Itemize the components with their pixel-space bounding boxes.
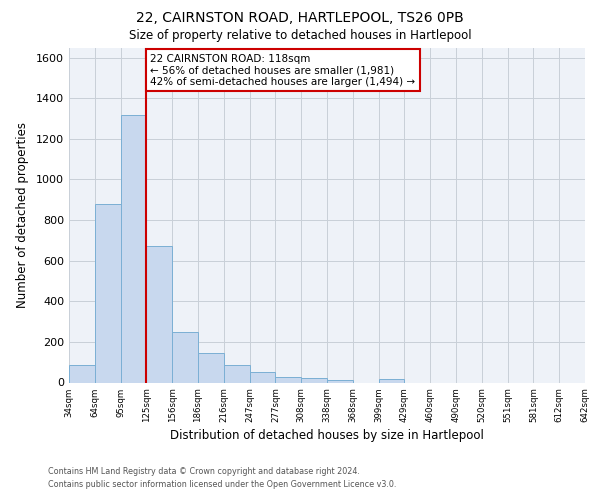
Text: 22 CAIRNSTON ROAD: 118sqm
← 56% of detached houses are smaller (1,981)
42% of se: 22 CAIRNSTON ROAD: 118sqm ← 56% of detac… [150, 54, 415, 87]
Bar [172, 332, 198, 382]
Bar [379, 380, 404, 382]
Text: Size of property relative to detached houses in Hartlepool: Size of property relative to detached ho… [128, 29, 472, 42]
Bar [95, 204, 121, 382]
X-axis label: Distribution of detached houses by size in Hartlepool: Distribution of detached houses by size … [170, 429, 484, 442]
Bar [121, 114, 146, 382]
Text: Contains HM Land Registry data © Crown copyright and database right 2024.
Contai: Contains HM Land Registry data © Crown c… [48, 468, 397, 489]
Y-axis label: Number of detached properties: Number of detached properties [16, 122, 29, 308]
Bar [250, 372, 275, 382]
Text: 22, CAIRNSTON ROAD, HARTLEPOOL, TS26 0PB: 22, CAIRNSTON ROAD, HARTLEPOOL, TS26 0PB [136, 11, 464, 25]
Bar [146, 246, 172, 382]
Bar [224, 365, 250, 382]
Bar [275, 378, 301, 382]
Bar [327, 380, 353, 382]
Bar [69, 365, 95, 382]
Bar [301, 378, 327, 382]
Bar [198, 353, 224, 382]
